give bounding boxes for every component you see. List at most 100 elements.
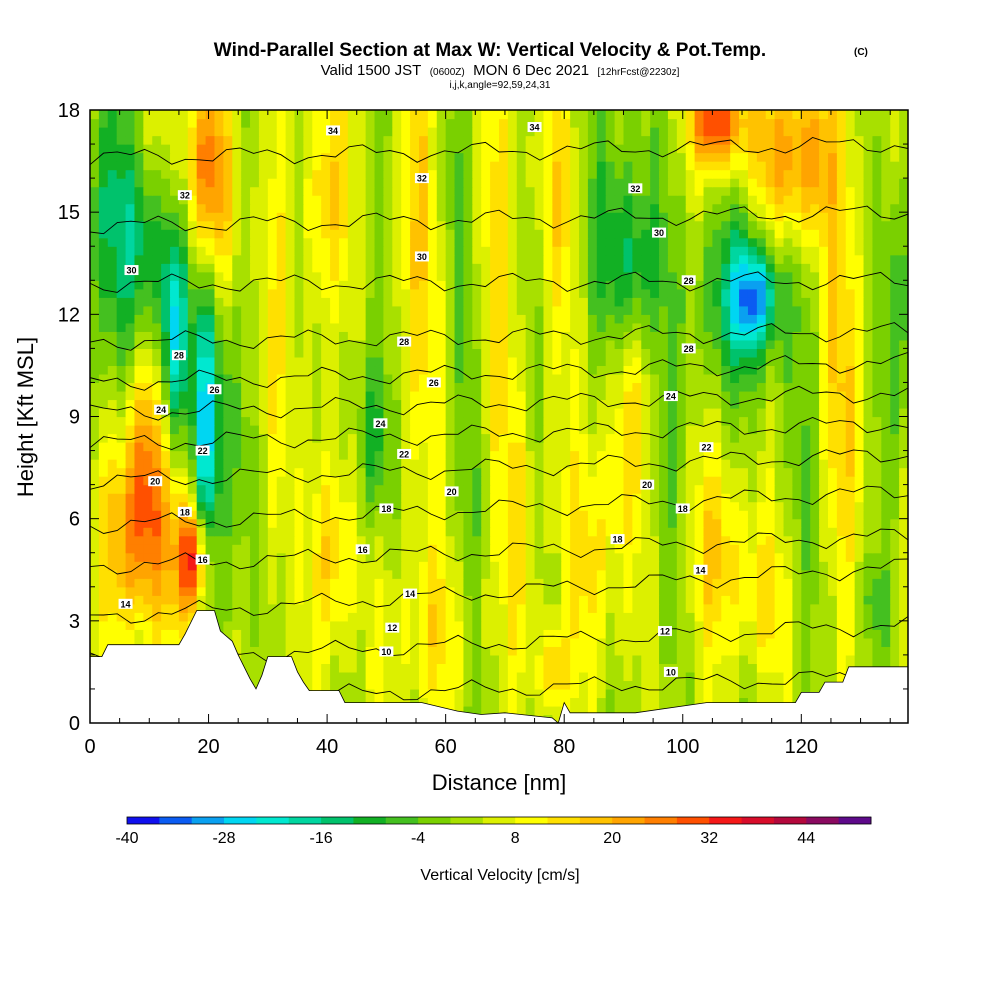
w-cell	[712, 544, 722, 554]
w-cell	[765, 493, 776, 503]
w-cell	[454, 705, 465, 716]
w-cell	[107, 450, 118, 460]
w-cell	[543, 314, 553, 324]
w-cell	[267, 484, 278, 494]
w-cell	[721, 365, 731, 375]
w-cell	[463, 688, 473, 699]
w-cell	[143, 314, 153, 324]
w-cell	[899, 348, 908, 358]
w-cell	[125, 288, 136, 298]
w-cell	[667, 535, 678, 545]
w-cell	[481, 510, 491, 520]
w-cell	[730, 314, 740, 324]
w-cell	[756, 297, 767, 307]
w-cell	[774, 407, 785, 418]
w-cell	[605, 535, 616, 545]
w-cell	[614, 348, 625, 358]
w-cell	[258, 620, 269, 630]
w-cell	[650, 390, 660, 401]
w-cell	[819, 280, 829, 290]
w-cell	[383, 510, 393, 520]
w-cell	[161, 433, 171, 443]
w-cell	[152, 637, 162, 647]
w-cell	[587, 544, 598, 554]
w-cell	[276, 280, 287, 290]
w-cell	[427, 620, 438, 630]
w-cell	[561, 688, 571, 699]
w-cell	[401, 561, 411, 571]
w-cell	[90, 254, 100, 264]
w-cell	[650, 407, 660, 418]
w-cell	[90, 331, 100, 341]
w-cell	[703, 348, 713, 358]
w-cell	[312, 646, 322, 656]
w-cell	[267, 586, 278, 596]
w-cell	[721, 646, 731, 656]
w-cell	[303, 433, 313, 443]
w-cell	[587, 407, 598, 418]
w-cell	[694, 382, 705, 392]
w-cell	[187, 586, 198, 596]
w-cell	[178, 629, 189, 639]
w-cell	[890, 518, 900, 528]
w-cell	[694, 365, 705, 375]
w-cell	[392, 459, 402, 469]
w-cell	[472, 484, 482, 494]
w-cell	[285, 646, 296, 656]
w-cell	[854, 459, 865, 469]
w-cell	[836, 569, 847, 579]
w-cell	[223, 484, 233, 494]
w-cell	[250, 663, 260, 673]
w-cell	[436, 331, 447, 341]
w-cell	[143, 629, 153, 639]
w-cell	[881, 569, 891, 579]
w-cell	[854, 314, 865, 324]
w-cell	[596, 578, 607, 588]
w-cell	[570, 365, 580, 375]
w-cell	[258, 518, 269, 528]
w-cell	[872, 493, 882, 503]
w-cell	[481, 331, 491, 341]
w-cell	[587, 586, 598, 596]
w-cell	[187, 578, 198, 588]
w-cell	[641, 425, 651, 435]
w-cell	[552, 399, 562, 409]
w-cell	[267, 544, 278, 554]
w-cell	[303, 305, 313, 315]
w-cell	[676, 603, 687, 613]
w-cell	[223, 578, 233, 588]
w-cell	[312, 578, 322, 588]
w-cell	[845, 654, 856, 664]
w-cell	[454, 356, 465, 367]
w-cell	[641, 348, 651, 358]
w-cell	[890, 586, 900, 596]
w-cell	[507, 561, 518, 571]
w-cell	[783, 603, 794, 613]
w-cell	[872, 544, 882, 554]
w-cell	[730, 280, 740, 290]
w-cell	[570, 305, 580, 315]
w-cell	[338, 493, 349, 503]
w-cell	[685, 399, 696, 409]
w-cell	[819, 518, 829, 528]
w-cell	[499, 314, 509, 324]
w-cell	[605, 586, 616, 596]
w-cell	[667, 356, 678, 367]
w-cell	[134, 510, 144, 520]
w-cell	[854, 297, 865, 307]
w-cell	[187, 339, 198, 349]
w-cell	[783, 407, 794, 418]
w-cell	[374, 476, 385, 486]
w-cell	[827, 518, 838, 528]
w-cell	[579, 476, 589, 486]
w-cell	[721, 450, 731, 460]
w-cell	[312, 603, 322, 613]
w-cell	[321, 510, 331, 520]
w-cell	[694, 595, 705, 605]
w-cell	[756, 552, 767, 562]
w-cell	[579, 671, 589, 682]
w-cell	[107, 578, 118, 588]
w-cell	[801, 450, 811, 460]
w-cell	[747, 416, 758, 426]
w-cell	[747, 646, 758, 656]
